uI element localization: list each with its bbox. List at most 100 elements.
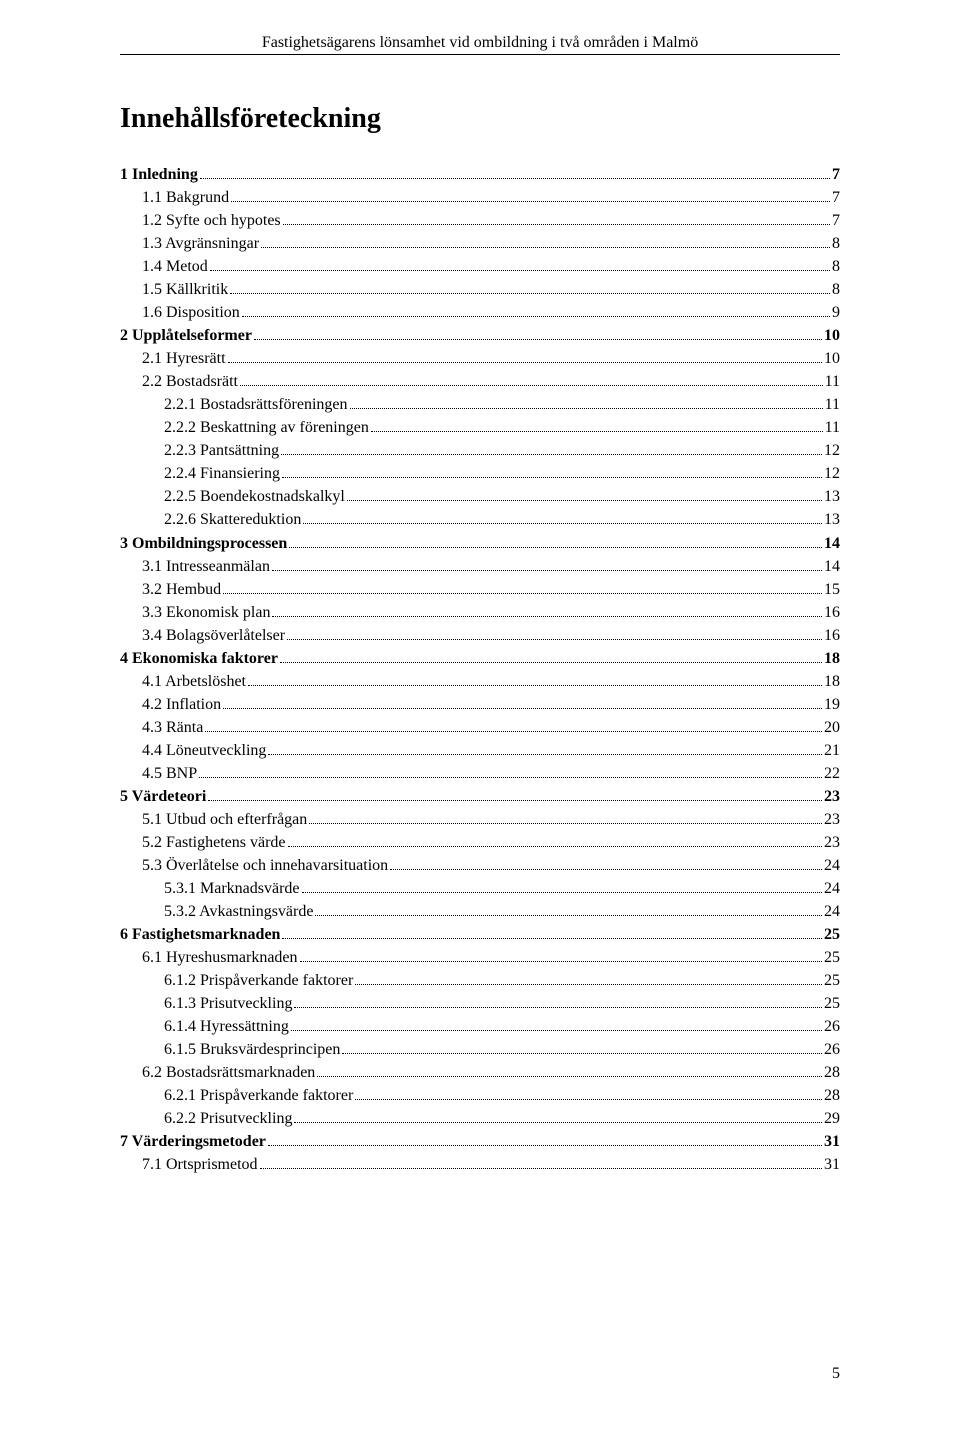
toc-entry: 6.2 Bostadsrättsmarknaden28 <box>120 1061 840 1084</box>
toc-entry: 1.2 Syfte och hypotes7 <box>120 209 840 232</box>
toc-entry-label: 6.1 Hyreshusmarknaden <box>120 946 298 969</box>
toc-entry-page: 28 <box>824 1084 840 1107</box>
toc-leader-dots <box>205 717 822 731</box>
toc-leader-dots <box>347 487 822 501</box>
toc-entry-label: 2.2.5 Boendekostnadskalkyl <box>120 485 345 508</box>
toc-leader-dots <box>282 925 822 939</box>
toc-entry-page: 31 <box>824 1130 840 1153</box>
toc-entry-page: 7 <box>832 186 840 209</box>
toc-entry-page: 19 <box>824 693 840 716</box>
toc-leader-dots <box>242 303 830 317</box>
toc-entry: 6.1.4 Hyressättning 26 <box>120 1015 840 1038</box>
toc-entry-page: 16 <box>824 601 840 624</box>
toc-entry-page: 25 <box>824 992 840 1015</box>
toc-entry-label: 4.3 Ränta <box>120 716 203 739</box>
toc-leader-dots <box>355 971 822 985</box>
toc-entry: 1.3 Avgränsningar8 <box>120 232 840 255</box>
toc-entry-label: 6.2.1 Prispåverkande faktorer <box>120 1084 353 1107</box>
toc-entry: 4.1 Arbetslöshet18 <box>120 670 840 693</box>
toc-leader-dots <box>254 326 822 340</box>
toc-entry-page: 7 <box>832 163 840 186</box>
toc-entry-label: 3.3 Ekonomisk plan <box>120 601 270 624</box>
toc-entry-label: 1.5 Källkritik <box>120 278 228 301</box>
toc-entry-label: 7.1 Ortsprismetod <box>120 1153 258 1176</box>
toc-entry-page: 23 <box>824 808 840 831</box>
toc-entry: 4.3 Ränta 20 <box>120 716 840 739</box>
toc-entry-label: 7 Värderingsmetoder <box>120 1130 266 1153</box>
toc-entry-page: 26 <box>824 1015 840 1038</box>
toc-entry-label: 5.1 Utbud och efterfrågan <box>120 808 307 831</box>
toc-leader-dots <box>200 165 830 179</box>
toc-leader-dots <box>282 464 822 478</box>
toc-entry: 4.5 BNP22 <box>120 762 840 785</box>
toc-entry: 6.1.3 Prisutveckling25 <box>120 992 840 1015</box>
header-divider <box>120 54 840 55</box>
toc-entry: 2 Upplåtelseformer10 <box>120 324 840 347</box>
toc-entry-label: 4.4 Löneutveckling <box>120 739 266 762</box>
toc-entry-page: 24 <box>824 854 840 877</box>
toc-entry-page: 20 <box>824 716 840 739</box>
toc-entry-page: 13 <box>824 485 840 508</box>
toc-entry-page: 24 <box>824 900 840 923</box>
toc-entry-page: 21 <box>824 739 840 762</box>
toc-entry-label: 5.3.1 Marknadsvärde <box>120 877 300 900</box>
toc-entry: 6.1.5 Bruksvärdesprincipen26 <box>120 1038 840 1061</box>
toc-leader-dots <box>317 1063 822 1077</box>
toc-entry: 5.3.1 Marknadsvärde24 <box>120 877 840 900</box>
toc-entry: 2.2.5 Boendekostnadskalkyl 13 <box>120 485 840 508</box>
toc-entry-page: 15 <box>824 578 840 601</box>
toc-leader-dots <box>390 856 822 870</box>
toc-entry: 1.6 Disposition9 <box>120 301 840 324</box>
toc-entry: 2.2.2 Beskattning av föreningen11 <box>120 416 840 439</box>
toc-entry: 5.1 Utbud och efterfrågan 23 <box>120 808 840 831</box>
toc-leader-dots <box>260 1155 822 1169</box>
toc-entry-label: 6 Fastighetsmarknaden <box>120 923 280 946</box>
toc-entry-page: 25 <box>824 946 840 969</box>
toc-entry-page: 8 <box>832 278 840 301</box>
toc-entry-label: 2.2.6 Skattereduktion <box>120 508 301 531</box>
toc-entry: 6.2.2 Prisutveckling29 <box>120 1107 840 1130</box>
toc-entry-page: 25 <box>824 969 840 992</box>
toc-entry-label: 1.4 Metod <box>120 255 208 278</box>
toc-leader-dots <box>268 1132 822 1146</box>
toc-entry: 2.1 Hyresrätt10 <box>120 347 840 370</box>
toc-leader-dots <box>302 879 822 893</box>
toc-leader-dots <box>208 786 822 800</box>
toc-entry: 2.2.1 Bostadsrättsföreningen11 <box>120 393 840 416</box>
toc-entry: 6 Fastighetsmarknaden25 <box>120 923 840 946</box>
toc-leader-dots <box>294 1109 822 1123</box>
toc-entry: 7 Värderingsmetoder 31 <box>120 1130 840 1153</box>
page-number: 5 <box>832 1365 840 1383</box>
toc-entry-label: 3.4 Bolagsöverlåtelser <box>120 624 285 647</box>
toc-entry-page: 11 <box>825 370 840 393</box>
toc-entry-page: 8 <box>832 232 840 255</box>
toc-leader-dots <box>288 833 822 847</box>
toc-leader-dots <box>342 1040 822 1054</box>
toc-entry: 1.4 Metod8 <box>120 255 840 278</box>
toc-leader-dots <box>355 1086 822 1100</box>
toc-leader-dots <box>268 740 822 754</box>
toc-entry-label: 6.2 Bostadsrättsmarknaden <box>120 1061 315 1084</box>
toc-leader-dots <box>248 671 822 685</box>
toc-entry: 4.2 Inflation19 <box>120 693 840 716</box>
toc-leader-dots <box>231 188 830 202</box>
toc-entry: 5.2 Fastighetens värde23 <box>120 831 840 854</box>
toc-leader-dots <box>272 556 822 570</box>
toc-leader-dots <box>289 533 822 547</box>
toc-entry-label: 6.1.5 Bruksvärdesprincipen <box>120 1038 340 1061</box>
toc-entry-page: 31 <box>824 1153 840 1176</box>
toc-entry: 4.4 Löneutveckling 21 <box>120 739 840 762</box>
toc-entry-page: 29 <box>824 1107 840 1130</box>
toc-entry-label: 3.1 Intresseanmälan <box>120 555 270 578</box>
toc-entry-label: 4.5 BNP <box>120 762 197 785</box>
toc-entry-label: 4 Ekonomiska faktorer <box>120 647 278 670</box>
toc-entry: 6.2.1 Prispåverkande faktorer 28 <box>120 1084 840 1107</box>
toc-entry: 3.1 Intresseanmälan14 <box>120 555 840 578</box>
toc-leader-dots <box>371 418 823 432</box>
toc-entry-label: 6.1.4 Hyressättning <box>120 1015 289 1038</box>
toc-entry: 6.1.2 Prispåverkande faktorer25 <box>120 969 840 992</box>
toc-entry: 6.1 Hyreshusmarknaden 25 <box>120 946 840 969</box>
toc-entry: 4 Ekonomiska faktorer18 <box>120 647 840 670</box>
toc-leader-dots <box>210 257 830 271</box>
toc-entry: 2.2.4 Finansiering12 <box>120 462 840 485</box>
